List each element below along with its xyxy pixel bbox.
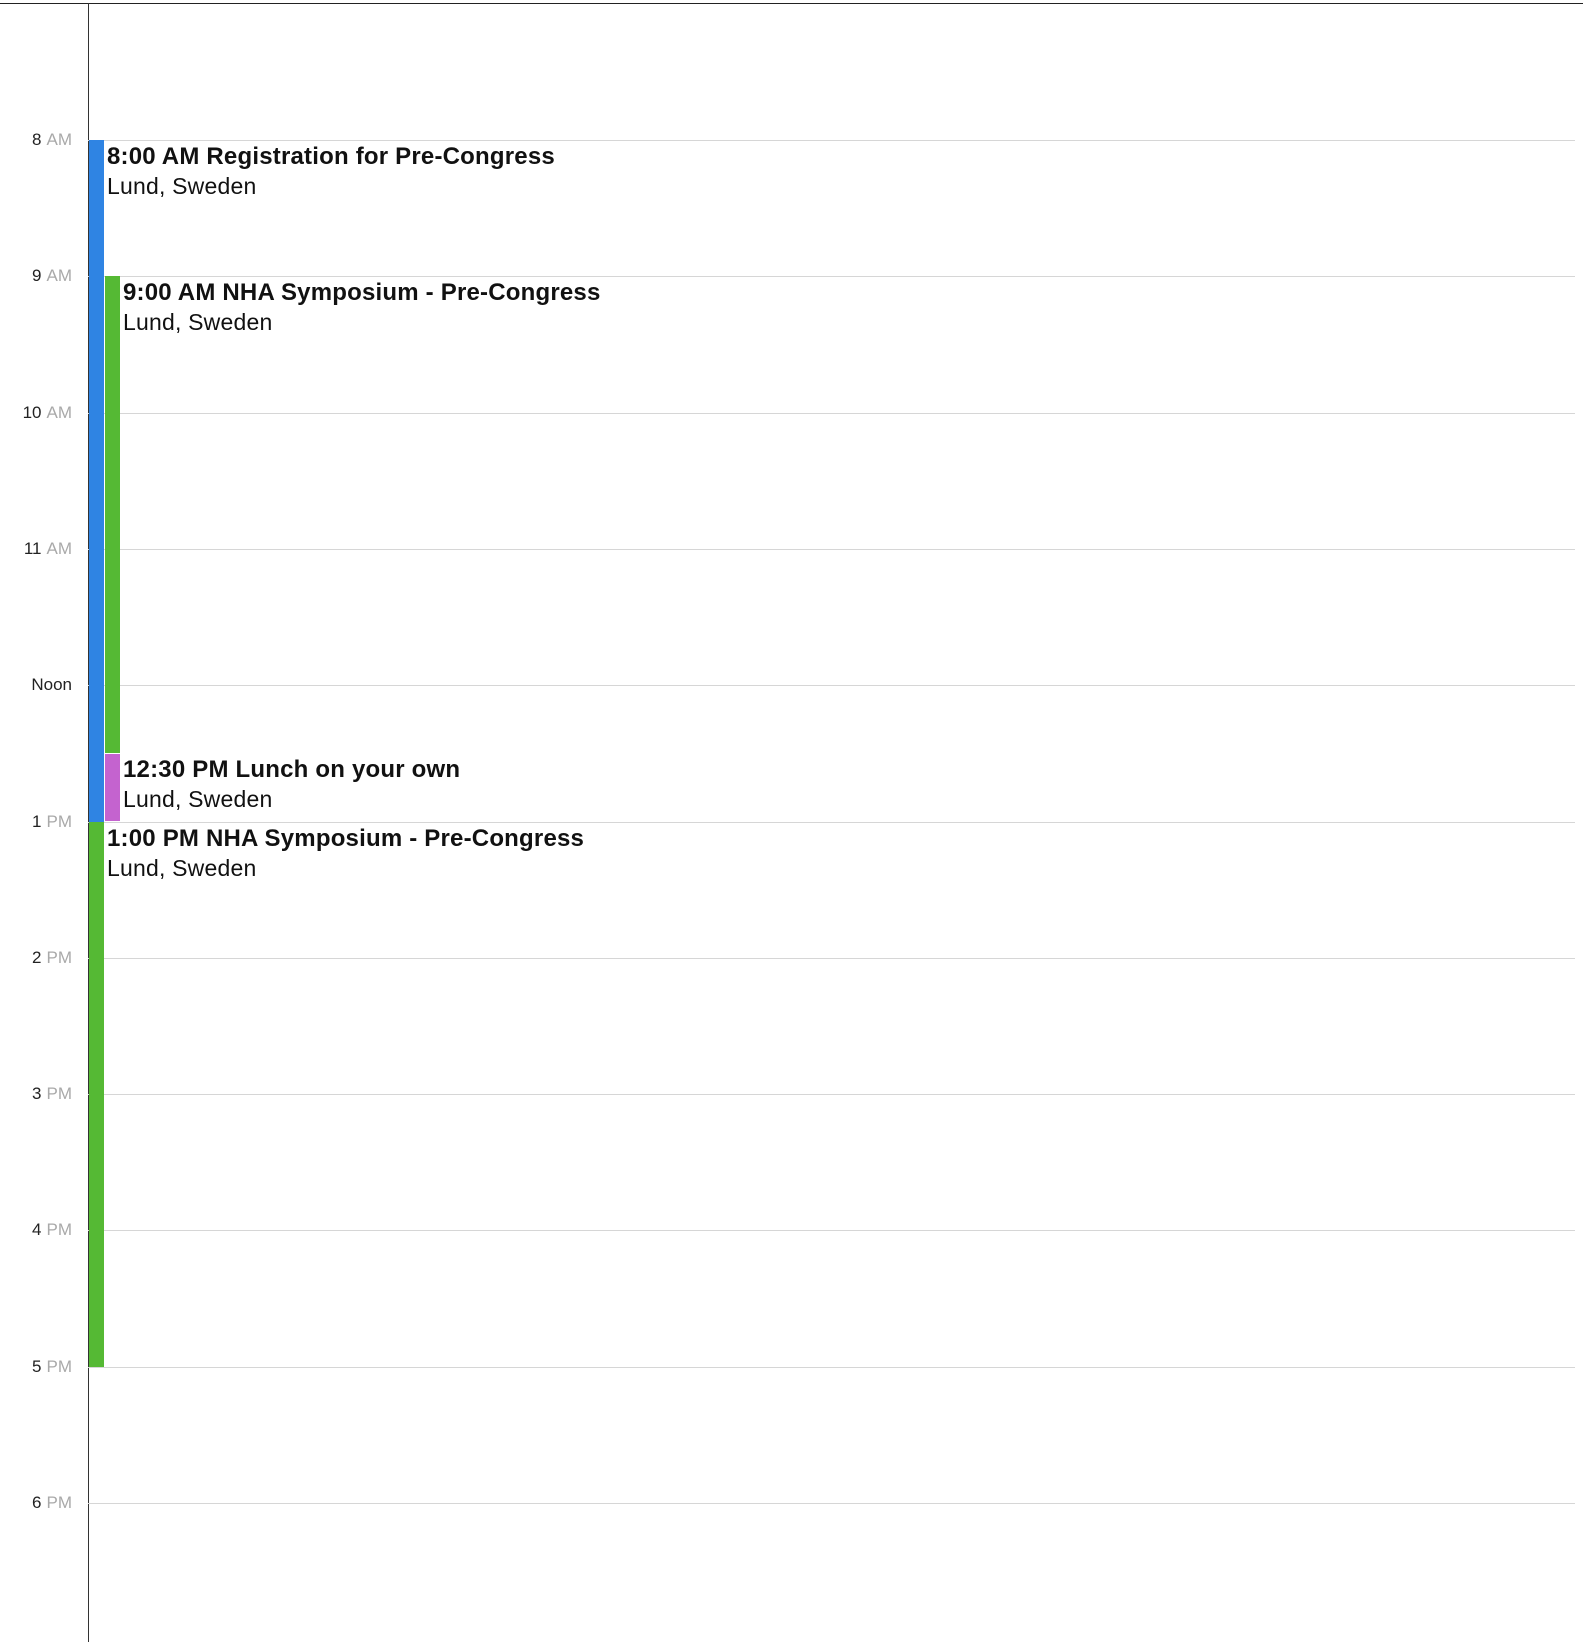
hour-gridline (88, 1367, 1575, 1368)
event-title: 8:00 AM Registration for Pre-Congress (107, 143, 555, 170)
hour-label: 11 AM (0, 539, 72, 559)
hour-suffix: PM (46, 1084, 73, 1103)
hour-suffix: AM (46, 403, 73, 422)
top-border (0, 3, 1583, 4)
hour-label: 2 PM (0, 948, 72, 968)
hour-label: 1 PM (0, 812, 72, 832)
hour-suffix: PM (46, 1493, 73, 1512)
hour-label: 10 AM (0, 403, 72, 423)
hour-gridline (88, 1503, 1575, 1504)
hour-label: Noon (0, 675, 72, 695)
event-location: Lund, Sweden (107, 173, 257, 199)
hour-gridline (88, 958, 1575, 959)
hour-suffix: AM (46, 266, 73, 285)
hour-suffix: AM (46, 130, 73, 149)
event-color-bar (105, 276, 120, 753)
hour-gridline (88, 822, 1575, 823)
hour-gridline (88, 685, 1575, 686)
hour-suffix: PM (46, 812, 73, 831)
hour-gridline (88, 549, 1575, 550)
event-symposium-afternoon[interactable]: 1:00 PM NHA Symposium - Pre-Congress Lun… (89, 822, 1575, 1367)
event-color-bar (89, 140, 104, 822)
hour-suffix: PM (46, 948, 73, 967)
hour-suffix: PM (46, 1220, 73, 1239)
hour-number: 3 (32, 1084, 42, 1103)
hour-label: 5 PM (0, 1357, 72, 1377)
hour-label: 3 PM (0, 1084, 72, 1104)
hour-number: Noon (31, 675, 72, 694)
hour-gridline (88, 140, 1575, 141)
event-symposium-morning[interactable]: 9:00 AM NHA Symposium - Pre-Congress Lun… (105, 276, 1575, 753)
event-color-bar (89, 822, 104, 1367)
hour-gridline (88, 276, 1575, 277)
event-lunch[interactable]: 12:30 PM Lunch on your own Lund, Sweden (105, 753, 1575, 821)
hour-gridline (88, 1094, 1575, 1095)
event-location: Lund, Sweden (123, 309, 273, 335)
hour-number: 1 (32, 812, 42, 831)
event-location: Lund, Sweden (123, 786, 273, 812)
hour-label: 6 PM (0, 1493, 72, 1513)
hour-gridline (88, 1230, 1575, 1231)
event-location: Lund, Sweden (107, 855, 257, 881)
hour-number: 8 (32, 130, 42, 149)
hour-number: 11 (23, 539, 42, 558)
hour-suffix: PM (46, 1357, 73, 1376)
event-title: 9:00 AM NHA Symposium - Pre-Congress (123, 279, 601, 306)
event-title: 1:00 PM NHA Symposium - Pre-Congress (107, 825, 585, 852)
hour-label: 9 AM (0, 266, 72, 286)
event-registration[interactable]: 8:00 AM Registration for Pre-Congress Lu… (89, 140, 1575, 822)
event-color-bar (105, 753, 120, 821)
hour-number: 9 (32, 266, 42, 285)
hour-label: 4 PM (0, 1220, 72, 1240)
event-title: 12:30 PM Lunch on your own (123, 756, 461, 783)
hour-number: 2 (32, 948, 42, 967)
hour-label: 8 AM (0, 130, 72, 150)
hour-number: 5 (32, 1357, 42, 1376)
hour-number: 4 (32, 1220, 42, 1239)
hour-number: 6 (32, 1493, 42, 1512)
hour-gridline (88, 413, 1575, 414)
hour-suffix: AM (46, 539, 73, 558)
hour-number: 10 (22, 403, 42, 422)
